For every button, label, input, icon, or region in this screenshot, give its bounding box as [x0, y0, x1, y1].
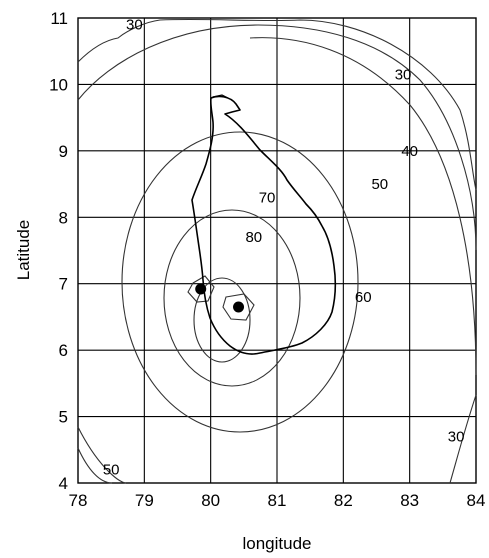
y-tick-label: 8 [59, 208, 68, 227]
x-axis-label: longitude [242, 534, 311, 553]
y-tick-label: 10 [49, 75, 68, 94]
contour-label: 30 [448, 429, 465, 446]
contour-30-bottom [449, 394, 477, 484]
y-tick-labels: 4 5 6 7 8 9 10 11 [49, 9, 68, 493]
sri-lanka-coastline [191, 94, 337, 355]
contour-40 [77, 37, 477, 484]
contour-50 [77, 24, 477, 484]
contour-labels: 30 30 40 50 70 80 60 30 50 [103, 17, 465, 479]
contour-label: 30 [395, 66, 412, 83]
y-axis-label: Latitude [14, 220, 33, 281]
contour-station-1 [187, 275, 215, 303]
station-marker [195, 283, 207, 295]
contour-label: 40 [401, 143, 418, 160]
coastline [191, 95, 337, 355]
contour-30-top [77, 18, 477, 191]
contour-label: 30 [126, 17, 143, 34]
x-tick-label: 80 [201, 491, 220, 510]
station-markers [195, 283, 245, 313]
contour-70 [163, 209, 301, 387]
x-tick-label: 78 [69, 491, 88, 510]
x-tick-label: 79 [135, 491, 154, 510]
y-tick-label: 7 [59, 275, 68, 294]
y-tick-label: 11 [50, 9, 68, 28]
contour-60 [121, 131, 359, 433]
contour-label: 50 [371, 176, 388, 193]
contour-label: 80 [245, 229, 262, 246]
contour-lines [77, 18, 477, 484]
x-tick-label: 83 [400, 491, 419, 510]
y-tick-label: 9 [59, 142, 68, 161]
contour-station-2 [222, 293, 255, 321]
x-tick-label: 81 [268, 491, 287, 510]
contour-80 [193, 277, 251, 363]
coastline-north-islands [212, 94, 229, 99]
y-tick-label: 4 [59, 474, 68, 493]
grid-lines [78, 18, 476, 483]
x-tick-labels: 78 79 80 81 82 83 84 [69, 491, 486, 510]
contour-label: 50 [103, 462, 120, 479]
contour-label: 60 [355, 289, 372, 306]
y-tick-label: 5 [59, 408, 68, 427]
station-marker [233, 301, 245, 313]
x-tick-label: 84 [467, 491, 486, 510]
contour-label: 70 [259, 189, 276, 206]
x-tick-label: 82 [334, 491, 353, 510]
y-tick-label: 6 [59, 341, 68, 360]
